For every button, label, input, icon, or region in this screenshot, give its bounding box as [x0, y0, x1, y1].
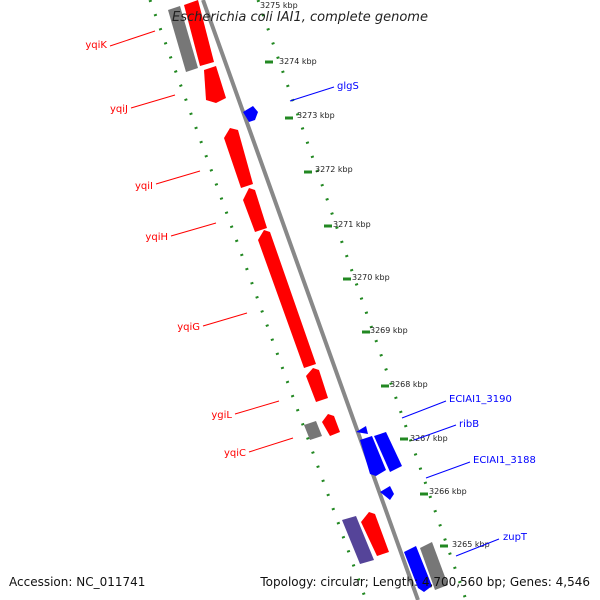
gene-label-left: yqiG	[177, 322, 200, 333]
leader-line	[289, 86, 335, 102]
scale-label: 3274 kbp	[279, 57, 317, 66]
gene-arrow-blue	[243, 106, 258, 122]
gene-label-right: zupT	[503, 532, 528, 543]
gene-arrow-blue	[380, 486, 394, 500]
scale-label: 3269 kbp	[370, 326, 408, 335]
leader-line	[401, 400, 447, 419]
gene-label-right: ribB	[459, 419, 479, 430]
gene-label-right: glgS	[337, 81, 359, 92]
leader-line	[202, 312, 248, 327]
scale-label: 3270 kbp	[352, 273, 390, 282]
gene-arrow-red	[184, 0, 214, 66]
gene-arrow-blue	[374, 432, 402, 472]
gene-label-right: ECIAI1_3188	[473, 455, 536, 466]
scale-label: 3275 kbp	[260, 1, 298, 10]
gene-arrow-red	[258, 230, 316, 368]
scale-label: 3266 kbp	[429, 487, 467, 496]
gene-label-left: yqiK	[85, 40, 107, 51]
gene-label-left: yqiI	[135, 181, 153, 192]
leader-line	[234, 400, 280, 415]
scale-ticks	[265, 60, 448, 548]
gene-arrow-red	[243, 188, 267, 232]
gene-arrow-red	[306, 368, 328, 402]
gene-label-left: yqiC	[224, 448, 246, 459]
leader-line	[248, 437, 294, 453]
gene-arrow-red	[361, 512, 389, 556]
leader-line	[155, 170, 201, 185]
gene-arrow-red	[204, 66, 226, 103]
gene-label-left: yqiJ	[110, 104, 128, 115]
scale-label: 3272 kbp	[315, 165, 353, 174]
scale-label: 3273 kbp	[297, 111, 335, 120]
scale-label: 3267 kbp	[410, 434, 448, 443]
scale-label: 3265 kbp	[452, 540, 490, 549]
accession-text: Accession: NC_011741	[9, 575, 146, 589]
gene-label-right: ECIAI1_3190	[449, 394, 512, 405]
gene-arrow-red	[322, 414, 340, 436]
gene-arrow-red	[224, 128, 253, 188]
leader-line	[413, 424, 457, 441]
gene-arrow-blue	[404, 546, 432, 592]
scale-label: 3268 kbp	[390, 380, 428, 389]
leader-line	[130, 94, 176, 109]
left-dotted-track	[148, 0, 368, 600]
leader-line	[170, 222, 217, 237]
gene-arrow-blue	[356, 426, 368, 434]
gene-arrow-blue	[360, 436, 386, 476]
gene-label-left: ygiL	[211, 410, 232, 421]
gene-block-gray	[304, 421, 322, 440]
gene-label-left: yqiH	[145, 232, 168, 243]
leader-line	[425, 461, 471, 479]
genome-backbone	[201, 0, 420, 600]
scale-label: 3271 kbp	[333, 220, 371, 229]
leader-line	[109, 30, 156, 47]
map-title: Escherichia coli IAI1, complete genome	[172, 10, 428, 25]
genome-summary: Topology: circular; Length: 4,700,560 bp…	[260, 575, 590, 589]
leader-line	[455, 538, 500, 557]
gene-block-purple	[342, 516, 374, 564]
gene-block-gray	[168, 6, 198, 72]
gene-block-gray	[420, 542, 448, 590]
